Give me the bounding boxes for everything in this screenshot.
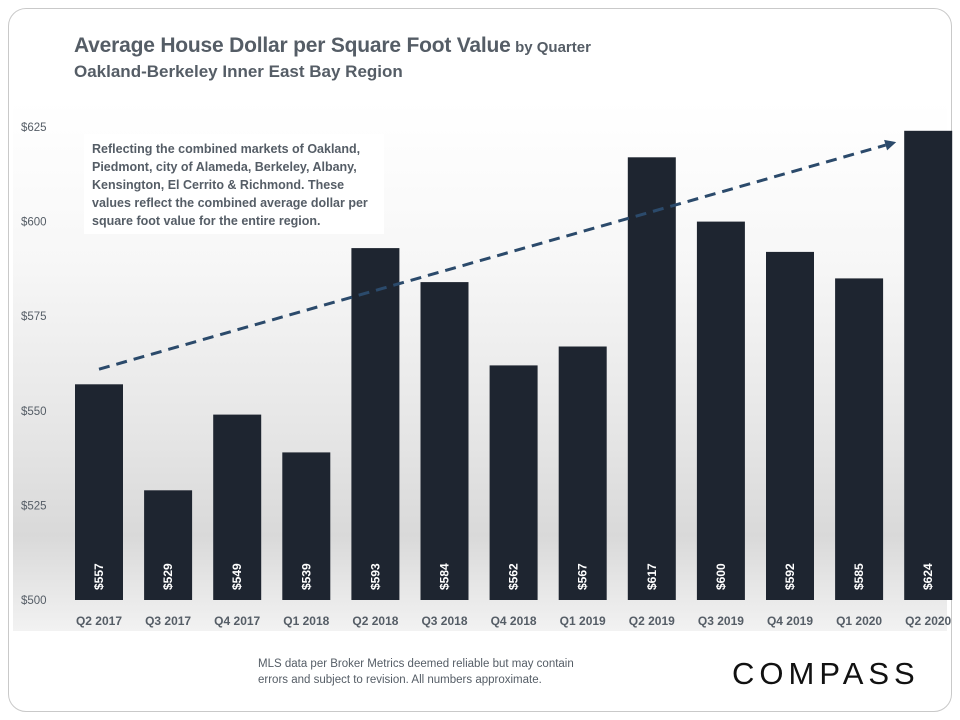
bar-value-label: $584	[438, 563, 452, 590]
y-tick-label: $550	[21, 406, 47, 418]
source-note-line1: MLS data per Broker Metrics deemed relia…	[258, 658, 574, 670]
chart-title-suffix: by Quarter	[515, 39, 591, 56]
y-tick-label: $625	[21, 122, 47, 134]
bar	[835, 278, 884, 600]
bar	[766, 251, 814, 600]
x-tick-label: Q4 2017	[214, 614, 260, 628]
bar	[75, 384, 123, 600]
chart-title: Average House Dollar per Square Foot Val…	[74, 34, 591, 58]
chart-title-main: Average House Dollar per Square Foot Val…	[74, 34, 511, 57]
x-tick-label: Q4 2019	[767, 614, 813, 628]
y-tick-label: $575	[21, 311, 47, 323]
x-tick-label: Q3 2018	[421, 614, 467, 628]
bars-group: $557 $529 $549 $539 $593 $584 $562 $567 $617 $600…	[75, 130, 953, 601]
bar	[627, 157, 676, 601]
bar	[351, 248, 400, 600]
x-tick-label: Q2 2020	[905, 614, 951, 628]
title-block: Average House Dollar per Square Foot Val…	[74, 34, 591, 82]
bar	[144, 490, 193, 600]
trend-arrowhead	[884, 139, 897, 151]
y-tick-label: $525	[21, 500, 47, 512]
bar-value-label: $585	[852, 563, 866, 590]
bar-value-label: $529	[161, 563, 175, 590]
y-axis-labels: $500 $525 $550 $575 $600 $625	[21, 122, 47, 607]
bar-value-label: $539	[299, 563, 313, 590]
bar	[213, 414, 262, 600]
x-tick-label: Q2 2018	[352, 614, 398, 628]
x-tick-label: Q1 2020	[836, 614, 882, 628]
source-note: MLS data per Broker Metrics deemed relia…	[258, 656, 628, 688]
bar-value-label: $624	[921, 563, 935, 590]
bar-value-label: $593	[368, 563, 382, 590]
x-tick-label: Q2 2017	[76, 614, 122, 628]
bar-value-label: $549	[230, 563, 244, 590]
y-tick-label: $500	[21, 595, 47, 607]
compass-logo: COMPASS	[732, 656, 920, 691]
y-tick-label: $600	[21, 217, 47, 229]
x-tick-label: Q4 2018	[491, 614, 537, 628]
x-tick-label: Q2 2019	[629, 614, 675, 628]
x-tick-label: Q1 2019	[560, 614, 606, 628]
bar	[282, 452, 331, 600]
bar-value-label: $567	[576, 563, 590, 590]
chart-subtitle: Oakland-Berkeley Inner East Bay Region	[74, 62, 403, 81]
x-tick-label: Q3 2019	[698, 614, 744, 628]
bar	[558, 346, 607, 600]
bar	[904, 130, 953, 601]
x-tick-label: Q3 2017	[145, 614, 191, 628]
bar-value-label: $600	[714, 563, 728, 590]
trend-line	[98, 143, 887, 371]
bar	[489, 365, 538, 600]
bar-value-label: $562	[507, 563, 521, 590]
source-note-line2: errors and subject to revision. All numb…	[258, 674, 542, 686]
bar	[696, 221, 745, 600]
bar-value-label: $592	[783, 563, 797, 590]
bar-value-label: $617	[645, 563, 659, 590]
annotation-box: Reflecting the combined markets of Oakla…	[84, 134, 384, 234]
bar	[420, 282, 469, 600]
bar-value-label: $557	[92, 563, 106, 590]
x-tick-label: Q1 2018	[283, 614, 329, 628]
x-axis-labels: Q2 2017 Q3 2017 Q4 2017 Q1 2018 Q2 2018 Q3 20…	[76, 614, 952, 628]
trend-line-group	[98, 139, 897, 371]
